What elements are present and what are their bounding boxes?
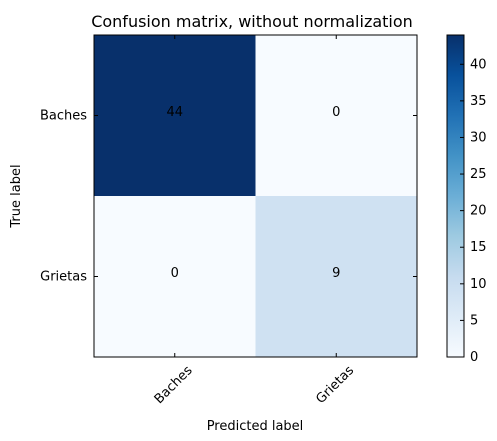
chart-title: Confusion matrix, without normalization — [91, 12, 413, 31]
colorbar-tick-label: 10 — [470, 277, 487, 292]
matrix-cell — [94, 35, 256, 196]
colorbar-tick-label: 20 — [470, 204, 487, 219]
colorbar-ticks: 0 5 10 15 20 25 30 35 40 — [460, 57, 487, 365]
colorbar-gradient — [446, 34, 465, 358]
colorbar-tick-label: 0 — [470, 350, 478, 365]
matrix-cell — [255, 35, 417, 196]
cell-value-label: 0 — [171, 266, 179, 281]
colorbar-tick-label: 40 — [470, 57, 487, 72]
colorbar-tick-label: 15 — [470, 240, 487, 255]
colorbar-tick-label: 30 — [470, 130, 487, 145]
x-axis-label: Predicted label — [207, 419, 304, 434]
matrix-cell — [255, 196, 417, 357]
matrix-cells — [94, 35, 417, 357]
colorbar: 0 5 10 15 20 25 30 35 40 — [446, 34, 487, 365]
cell-value-label: 44 — [166, 105, 183, 120]
y-tick-label: Baches — [40, 109, 87, 124]
y-tick-label: Grietas — [40, 270, 87, 285]
x-tick-label: Grietas — [313, 363, 357, 407]
colorbar-tick-label: 5 — [470, 313, 478, 328]
cell-value-labels: 44 0 0 9 — [166, 105, 340, 281]
colorbar-tick-label: 35 — [470, 94, 487, 109]
y-axis-label: True label — [9, 164, 24, 228]
x-tick-label: Baches — [152, 363, 196, 407]
plot-frame — [93, 34, 418, 358]
matrix-cell — [94, 196, 256, 357]
colorbar-tick-label: 25 — [470, 167, 487, 182]
cell-value-label: 9 — [332, 266, 340, 281]
cell-value-label: 0 — [332, 105, 340, 120]
